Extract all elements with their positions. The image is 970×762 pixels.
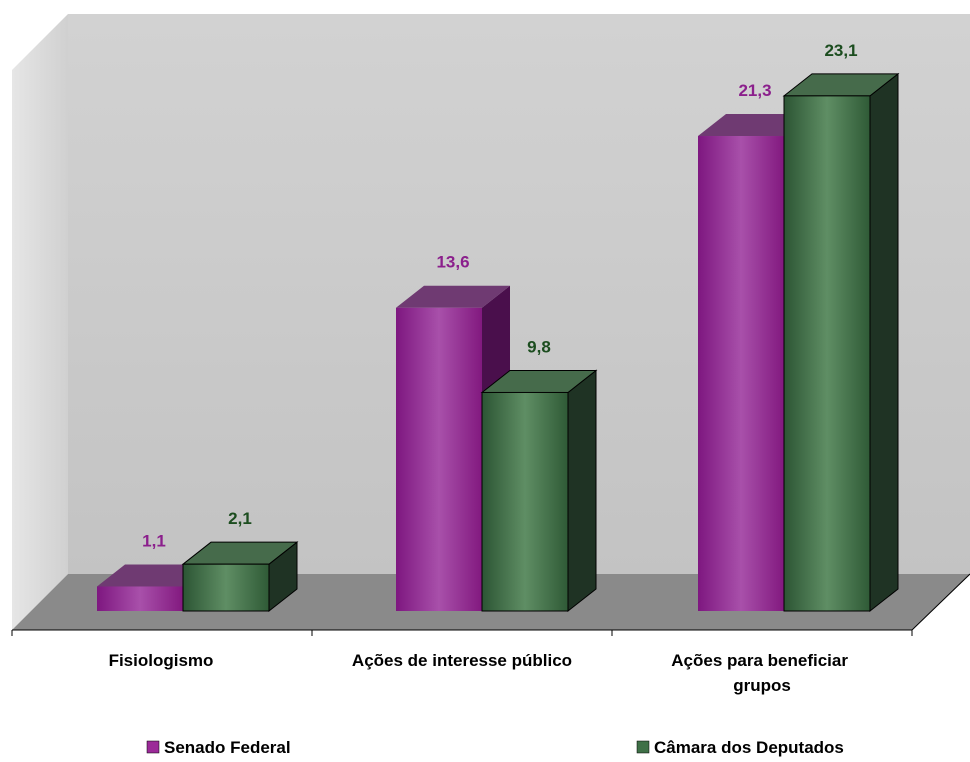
bar-front-face [182, 563, 270, 612]
bar-front-face [698, 136, 784, 611]
legend-label-camara: Câmara dos Deputados [654, 738, 844, 757]
legend-swatch-senado [146, 740, 160, 754]
data-label: 1,1 [142, 531, 166, 550]
data-label: 21,3 [738, 81, 771, 100]
data-label: 13,6 [436, 253, 469, 272]
bar-camara [181, 541, 299, 613]
bar-front-face [481, 391, 569, 612]
bar-front-face [783, 95, 871, 612]
category-label: Fisiologismo [109, 651, 214, 670]
bar-side-face [869, 72, 899, 613]
data-label: 23,1 [824, 41, 857, 60]
bar-front-face [396, 307, 482, 611]
bar-camara [480, 369, 598, 613]
legend-swatch-camara [636, 740, 650, 754]
data-label: 2,1 [228, 509, 252, 528]
category-label: Ações de interesse público [352, 651, 572, 670]
legend-label-senado: Senado Federal [164, 738, 291, 757]
floor-edge [911, 573, 970, 631]
category-label-line: grupos [733, 676, 791, 695]
bar-side-face [567, 369, 597, 613]
category-label-line: Ações para beneficiar [671, 651, 848, 670]
bar-camara [782, 72, 900, 613]
bars-group: 1,1 2,1 13,6 9,8 21,3 23,1 [97, 41, 900, 613]
data-label: 9,8 [527, 337, 551, 356]
bar-front-face [97, 586, 183, 611]
bar-top-face [396, 285, 510, 308]
category-label: Ações para beneficiar grupos [671, 651, 852, 695]
side-wall [12, 14, 68, 630]
